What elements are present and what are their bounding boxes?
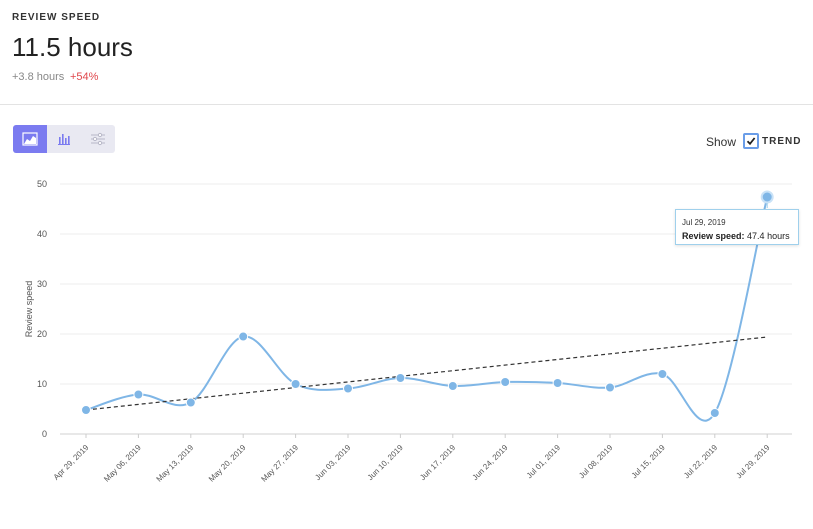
x-tick-label: May 20, 2019	[207, 443, 248, 484]
metric-value: 11.5 hours	[12, 32, 133, 62]
trend-line	[85, 336, 768, 411]
data-point	[447, 381, 458, 391]
x-tick-label: Jun 24, 2019	[471, 443, 510, 482]
bar-chart-icon	[58, 134, 70, 145]
x-tick-label: Apr 29, 2019	[52, 443, 91, 482]
area-chart-button[interactable]	[13, 125, 47, 153]
y-tick-label: 0	[42, 429, 47, 439]
x-tick-label: May 13, 2019	[155, 443, 196, 484]
tooltip-series-label: Review speed:	[682, 231, 745, 241]
metric-label: REVIEW SPEED	[12, 12, 101, 23]
data-point	[133, 389, 144, 400]
data-point	[290, 379, 301, 389]
tooltip-date: Jul 29, 2019	[682, 218, 726, 227]
chart-tooltip: Jul 29, 2019 Review speed: 47.4 hours	[675, 209, 799, 245]
data-point	[657, 369, 668, 379]
y-tick-label: 10	[37, 379, 47, 389]
tooltip-value-line: Review speed: 47.4 hours	[682, 231, 790, 241]
data-point	[395, 373, 406, 383]
data-point	[238, 331, 249, 342]
checkmark-icon	[746, 137, 756, 146]
metric-delta-percent: +54%	[70, 71, 99, 83]
tooltip-value: 47.4 hours	[747, 231, 790, 241]
review-speed-chart: 0 10 20 30 40 50 Review speed Apr 29, 2019 May 0…	[24, 179, 792, 484]
x-tick-label: Jul 15, 2019	[630, 443, 668, 481]
x-tick-label: Jun 03, 2019	[313, 443, 352, 482]
data-point	[500, 377, 511, 387]
trend-checkbox[interactable]	[743, 133, 759, 149]
data-point	[81, 405, 91, 415]
sliders-icon	[91, 132, 105, 146]
x-tick-label: May 27, 2019	[259, 443, 300, 484]
y-tick-label: 50	[37, 179, 47, 189]
y-tick-label: 30	[37, 279, 47, 289]
show-label: Show	[706, 135, 737, 149]
x-tick-label: Jul 22, 2019	[682, 443, 720, 481]
x-tick-label: Jun 17, 2019	[418, 443, 457, 482]
settings-button[interactable]	[81, 125, 115, 153]
series-line	[85, 196, 769, 422]
y-tick-label: 20	[37, 329, 47, 339]
data-point	[605, 382, 615, 393]
x-tick-label: May 06, 2019	[102, 443, 143, 484]
data-point	[552, 378, 563, 388]
y-tick-label: 40	[37, 229, 47, 239]
data-point	[343, 383, 353, 394]
chart-type-toggle	[13, 125, 115, 153]
bar-chart-button[interactable]	[47, 125, 81, 153]
data-point	[760, 190, 774, 204]
trend-label: TREND	[762, 136, 802, 147]
area-chart-icon	[22, 132, 38, 146]
data-point	[185, 397, 196, 408]
data-point	[709, 408, 720, 418]
x-tick-label: Jun 10, 2019	[366, 443, 405, 482]
x-tick-label: Jul 29, 2019	[734, 443, 772, 481]
x-tick-label: Jul 08, 2019	[577, 443, 615, 481]
x-tick-label: Jul 01, 2019	[525, 443, 563, 481]
y-axis-label: Review speed	[24, 281, 34, 338]
metric-delta: +3.8 hours	[12, 71, 65, 83]
header-divider	[0, 104, 813, 105]
